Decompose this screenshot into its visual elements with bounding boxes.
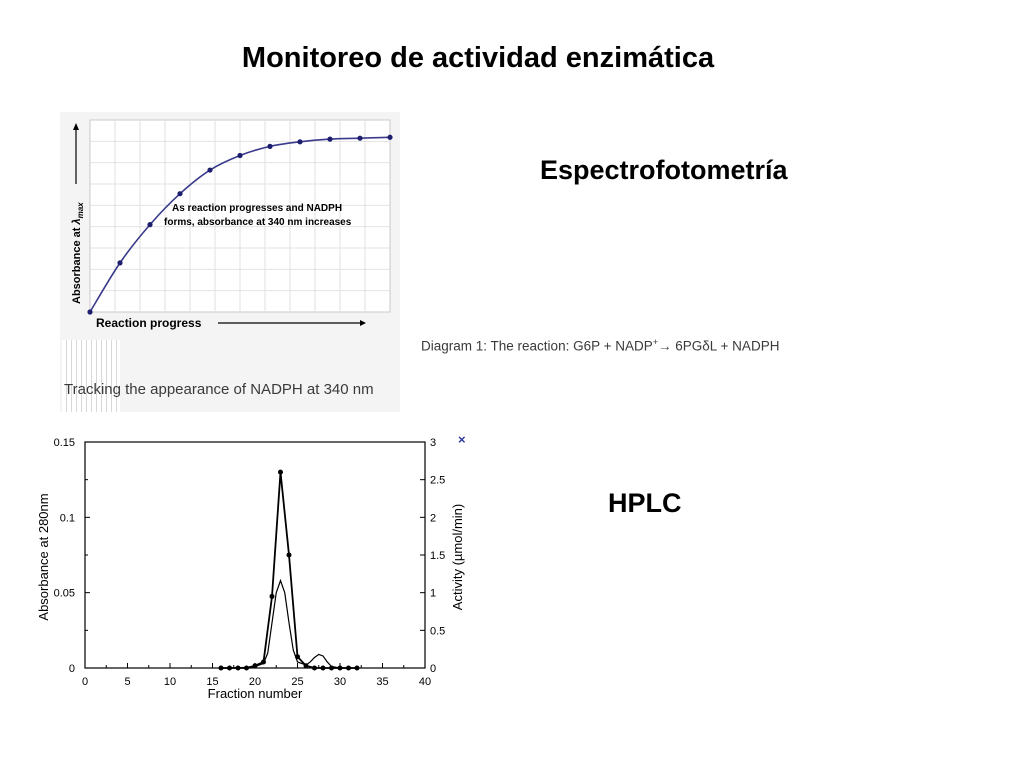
activity-point	[261, 659, 266, 665]
chart-annotation-line-2: forms, absorbance at 340 nm increases	[164, 217, 352, 228]
left-y-tick-label: 0	[69, 663, 75, 675]
spectrophotometry-subtitle: Espectrofotometría	[540, 155, 788, 185]
right-y-tick-label: 1.5	[430, 550, 445, 562]
data-points	[87, 134, 393, 315]
y-axis-label: Absorbance at λmax	[71, 202, 85, 304]
activity-point	[329, 665, 334, 671]
reaction-diagram-caption: Diagram 1: The reaction: G6P + NADP+→ 6P…	[421, 331, 801, 358]
left-y-tick-label: 0.05	[54, 588, 75, 600]
right-y-tick-label: 1	[430, 588, 436, 600]
y-axis-label-prefix: Absorbance at	[71, 225, 83, 304]
y-axis-arrow-head	[73, 123, 79, 130]
left-y-axis-label: Absorbance at 280nm	[36, 493, 51, 620]
y-axis-label-subscript: max	[76, 202, 85, 219]
absorbance-trace	[221, 578, 357, 669]
x-tick-label: 30	[334, 676, 346, 688]
chart-annotation-line-1: As reaction progresses and NADPH	[172, 203, 342, 214]
activity-point	[312, 665, 317, 671]
data-point	[87, 309, 93, 315]
data-point	[267, 143, 273, 149]
reaction-superscript: +	[652, 337, 659, 347]
x-tick-label: 15	[206, 676, 218, 688]
right-y-tick-label: 2	[430, 512, 436, 524]
right-y-tick-label: 2.5	[430, 475, 445, 487]
data-point	[357, 135, 363, 141]
data-point	[387, 134, 393, 140]
reaction-suffix: → 6PGδL + NADPH	[658, 338, 780, 354]
data-point	[327, 136, 333, 142]
plot-border	[84, 441, 426, 669]
left-y-tick-labels: 0 0.05 0.1 0.15	[54, 437, 75, 675]
absorbance-chart: As reaction progresses and NADPH forms, …	[71, 119, 393, 330]
activity-point	[295, 654, 300, 660]
data-point	[237, 152, 243, 159]
activity-point	[346, 665, 351, 671]
x-axis-label: Fraction number	[208, 686, 303, 701]
activity-point	[227, 665, 232, 671]
right-y-tick-labels: 0 0.5 1 1.5 2 2.5 3	[430, 437, 445, 675]
spectrophotometry-caption: Tracking the appearance of NADPH at 340 …	[64, 381, 374, 398]
activity-point	[252, 663, 258, 669]
x-tick-label: 20	[249, 676, 261, 688]
data-point	[177, 191, 183, 197]
hplc-chart: 0 5 10 15 20 25 30 35 40 0 0.05 0.1 0.15 0 0.5 1 1.5 2 2…	[36, 432, 466, 701]
right-y-tick-label: 0.5	[430, 625, 445, 637]
data-point	[117, 260, 123, 266]
x-tick-labels: 0 5 10 15 20 25 30 35 40	[82, 676, 431, 688]
data-point	[297, 139, 303, 145]
reaction-prefix: Diagram 1: The reaction: G6P + NADP	[421, 338, 653, 354]
right-y-axis-label: Activity (µmol/min)	[450, 504, 465, 610]
right-y-tick-label: 0	[430, 663, 436, 675]
x-tick-label: 10	[164, 676, 176, 688]
activity-point	[244, 665, 249, 671]
activity-point	[218, 665, 224, 671]
activity-trace	[221, 472, 357, 669]
x-tick-label: 25	[291, 676, 303, 688]
right-y-tick-label: 3	[430, 437, 436, 449]
chart-grid	[89, 119, 391, 313]
data-point	[147, 222, 153, 228]
activity-points	[218, 469, 360, 671]
hplc-subtitle: HPLC	[608, 488, 682, 518]
activity-point	[286, 552, 292, 558]
hplc-plot-frame	[84, 441, 426, 669]
activity-point	[320, 665, 326, 671]
slide-title: Monitoreo de actividad enzimática	[241, 42, 715, 74]
x-tick-label: 5	[124, 676, 130, 688]
activity-point	[354, 665, 360, 671]
left-y-tick-label: 0.1	[60, 512, 75, 524]
activity-point	[303, 663, 309, 669]
x-tick-label: 35	[376, 676, 388, 688]
legend-marker-x-icon: ×	[458, 432, 466, 447]
y-axis-label-symbol: λ	[71, 218, 83, 225]
decorative-stripes	[62, 340, 120, 412]
activity-point	[235, 665, 241, 671]
x-axis-label: Reaction progress	[96, 316, 202, 330]
x-axis-arrow-head	[360, 320, 366, 326]
activity-point	[278, 469, 283, 475]
x-tick-label: 40	[419, 676, 431, 688]
x-tick-label: 0	[82, 676, 88, 688]
data-point	[207, 167, 213, 173]
left-y-tick-label: 0.15	[54, 437, 75, 449]
activity-point	[337, 665, 343, 671]
activity-point	[269, 593, 275, 599]
